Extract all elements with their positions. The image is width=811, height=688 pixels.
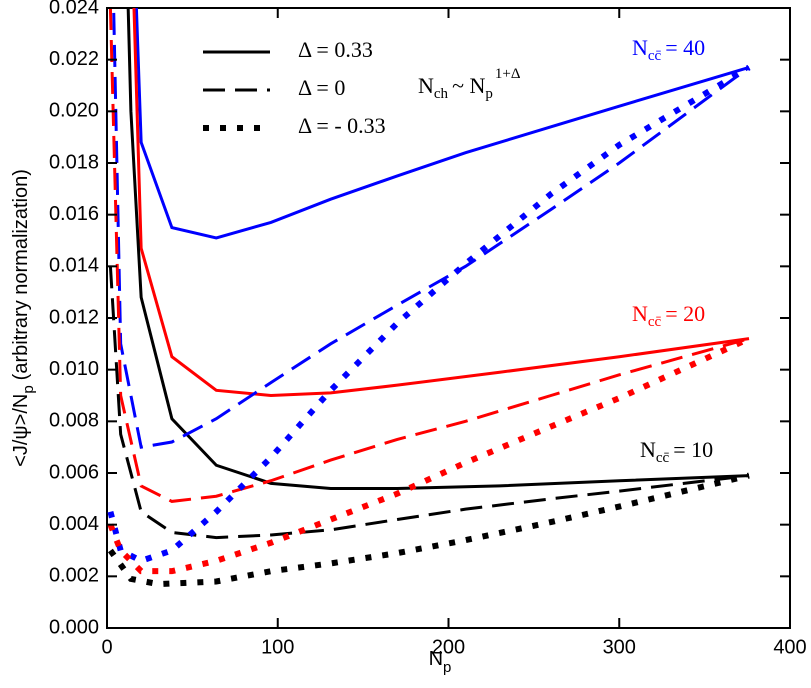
annotation-text: = 10 [673, 437, 713, 462]
y-tick-label: 0.018 [49, 151, 99, 173]
y-tick-label: 0.014 [49, 255, 99, 277]
series-line [107, 64, 751, 565]
annotation-sub: cc̄ [648, 48, 662, 64]
annotation: Ncc̄ = 20 [632, 301, 705, 330]
y-tick-label: 0.010 [49, 358, 99, 380]
annotation: Ncc̄ = 40 [632, 35, 705, 64]
y-tick-label: 0.016 [49, 203, 99, 225]
x-tick-label: 0 [101, 636, 112, 658]
y-tick-label: 0.000 [49, 616, 99, 638]
annotation-sub: cc̄ [656, 450, 670, 466]
annotation-text: = 20 [665, 301, 705, 326]
series-line [107, 472, 750, 588]
legend-label: Δ = - 0.33 [298, 113, 386, 138]
legend-label: Δ = 0 [298, 75, 345, 100]
legend-label: Δ = 0.33 [298, 37, 373, 62]
annotation-base: N [632, 301, 648, 326]
series-line [107, 335, 751, 575]
annotation-base: N [632, 35, 648, 60]
annotation: Ncc̄ = 10 [640, 437, 713, 466]
x-tick-label: 100 [261, 636, 294, 658]
annotation-base: N [640, 437, 656, 462]
formula: Nch ~ Np1+Δ [418, 66, 521, 102]
y-axis-label: <J/ψ>/Np(arbitrary normalization) [10, 169, 37, 467]
x-tick-label: 200 [432, 636, 465, 658]
plot-lines [107, 8, 751, 588]
annotation-sub: cc̄ [648, 314, 662, 330]
series-line [134, 8, 750, 240]
y-tick-label: 0.004 [49, 513, 99, 535]
x-tick-label: 300 [603, 636, 636, 658]
series-line [126, 8, 750, 490]
x-tick-label: 400 [773, 636, 806, 658]
y-tick-label: 0.022 [49, 48, 99, 70]
series-line [108, 266, 750, 540]
series-line [112, 8, 750, 449]
y-tick-label: 0.012 [49, 306, 99, 328]
y-tick-label: 0.002 [49, 565, 99, 587]
y-tick-label: 0.020 [49, 100, 99, 122]
annotation-text: = 40 [665, 35, 705, 60]
y-tick-label: 0.006 [49, 461, 99, 483]
series-line [132, 8, 750, 398]
x-axis-label: Np [429, 648, 452, 676]
series-line [108, 8, 750, 503]
y-tick-label: 0.024 [49, 0, 99, 18]
y-tick-label: 0.008 [49, 410, 99, 432]
